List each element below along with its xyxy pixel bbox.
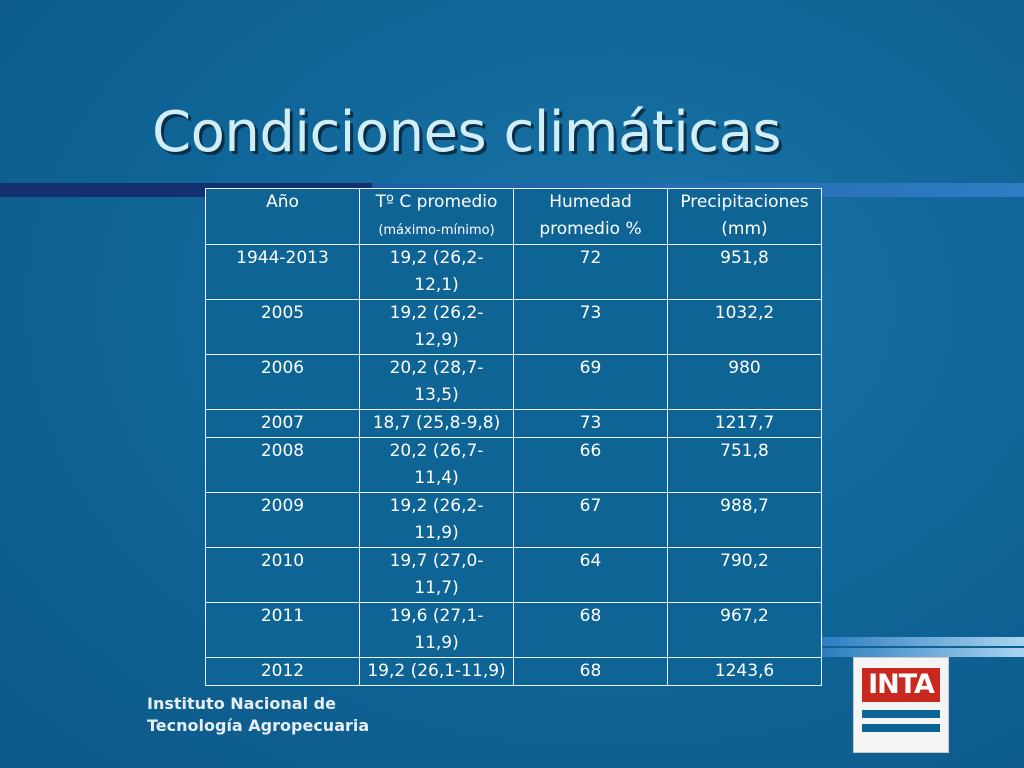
cell-temp: 20,2 (26,7- 11,4) xyxy=(359,437,514,493)
cell-temp: 19,6 (27,1- 11,9) xyxy=(359,602,514,658)
climate-table: Año Tº C promedio (máximo-mínimo) Humeda… xyxy=(205,188,822,686)
table-row: 2012 19,2 (26,1-11,9) 68 1243,6 xyxy=(205,657,822,686)
decorative-stripe xyxy=(820,637,1024,646)
header-temp: Tº C promedio (máximo-mínimo) xyxy=(359,188,514,245)
table-row: 2008 20,2 (26,7- 11,4) 66 751,8 xyxy=(205,437,822,493)
table-row: 2009 19,2 (26,2- 11,9) 67 988,7 xyxy=(205,492,822,548)
decorative-stripe xyxy=(820,648,1024,657)
institute-name: Instituto Nacional de Tecnología Agropec… xyxy=(147,693,369,737)
institute-line-2: Tecnología Agropecuaria xyxy=(147,716,370,735)
cell-year: 2008 xyxy=(205,437,360,493)
inta-logo: INTA xyxy=(853,657,949,753)
cell-precipitation: 988,7 xyxy=(667,492,822,548)
cell-temp: 20,2 (28,7- 13,5) xyxy=(359,354,514,410)
cell-year: 2010 xyxy=(205,547,360,603)
cell-year: 2012 xyxy=(205,657,360,686)
header-year: Año xyxy=(205,188,360,245)
cell-year: 2005 xyxy=(205,299,360,355)
table-header-row: Año Tº C promedio (máximo-mínimo) Humeda… xyxy=(205,188,822,245)
cell-humidity: 73 xyxy=(513,409,668,438)
cell-temp: 19,2 (26,2- 12,1) xyxy=(359,244,514,300)
cell-humidity: 73 xyxy=(513,299,668,355)
table-row: 2010 19,7 (27,0- 11,7) 64 790,2 xyxy=(205,547,822,603)
cell-humidity: 68 xyxy=(513,657,668,686)
cell-humidity: 67 xyxy=(513,492,668,548)
logo-stripe xyxy=(862,710,940,718)
cell-precipitation: 951,8 xyxy=(667,244,822,300)
cell-temp: 18,7 (25,8-9,8) xyxy=(359,409,514,438)
cell-precipitation: 751,8 xyxy=(667,437,822,493)
table-row: 2005 19,2 (26,2- 12,9) 73 1032,2 xyxy=(205,299,822,355)
cell-humidity: 72 xyxy=(513,244,668,300)
cell-temp: 19,2 (26,2- 12,9) xyxy=(359,299,514,355)
cell-humidity: 68 xyxy=(513,602,668,658)
table-row: 2011 19,6 (27,1- 11,9) 68 967,2 xyxy=(205,602,822,658)
cell-year: 2009 xyxy=(205,492,360,548)
cell-year: 2011 xyxy=(205,602,360,658)
cell-temp: 19,2 (26,1-11,9) xyxy=(359,657,514,686)
cell-precipitation: 790,2 xyxy=(667,547,822,603)
cell-temp: 19,7 (27,0- 11,7) xyxy=(359,547,514,603)
cell-precipitation: 1217,7 xyxy=(667,409,822,438)
cell-precipitation: 980 xyxy=(667,354,822,410)
cell-precipitation: 1032,2 xyxy=(667,299,822,355)
cell-humidity: 64 xyxy=(513,547,668,603)
cell-humidity: 69 xyxy=(513,354,668,410)
cell-humidity: 66 xyxy=(513,437,668,493)
header-humidity: Humedad promedio % xyxy=(513,188,668,245)
inta-logo-text: INTA xyxy=(862,668,940,702)
table-row: 2007 18,7 (25,8-9,8) 73 1217,7 xyxy=(205,409,822,438)
table-row: 2006 20,2 (28,7- 13,5) 69 980 xyxy=(205,354,822,410)
cell-precipitation: 967,2 xyxy=(667,602,822,658)
institute-line-1: Instituto Nacional de xyxy=(147,694,336,713)
cell-precipitation: 1243,6 xyxy=(667,657,822,686)
cell-temp: 19,2 (26,2- 11,9) xyxy=(359,492,514,548)
logo-stripe xyxy=(862,724,940,732)
table-row: 1944-2013 19,2 (26,2- 12,1) 72 951,8 xyxy=(205,244,822,300)
cell-year: 2006 xyxy=(205,354,360,410)
header-precipitation: Precipitaciones (mm) xyxy=(667,188,822,245)
slide-title: Condiciones climáticas xyxy=(152,100,782,165)
cell-year: 2007 xyxy=(205,409,360,438)
cell-year: 1944-2013 xyxy=(205,244,360,300)
